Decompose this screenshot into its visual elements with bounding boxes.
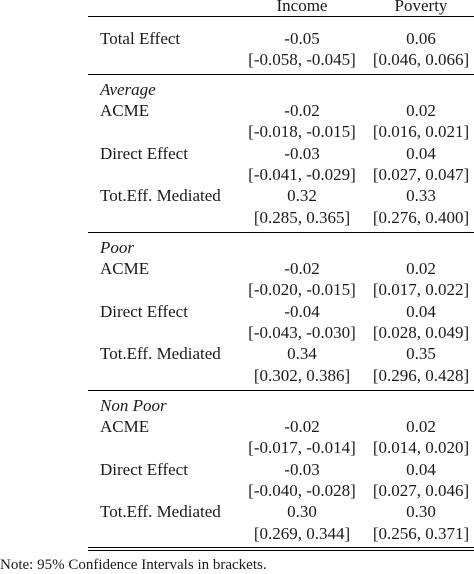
bottom-rule-bottom — [88, 550, 474, 551]
row-label: Tot.Eff. Mediated — [100, 186, 221, 205]
row-label: ACME — [100, 259, 150, 278]
poverty-ci: [0.276, 0.400] — [372, 208, 470, 227]
income-ci: [0.302, 0.386] — [253, 366, 351, 385]
poverty-value: 0.04 — [406, 460, 436, 479]
income-value: -0.02 — [284, 101, 320, 120]
income-value: 0.32 — [287, 186, 317, 205]
income-value: -0.04 — [284, 302, 320, 321]
section-rule — [88, 232, 474, 233]
poverty-value: 0.04 — [406, 144, 436, 163]
row-label: Tot.Eff. Mediated — [100, 344, 221, 363]
income-value: 0.34 — [287, 344, 317, 363]
income-value: 0.30 — [287, 502, 317, 521]
income-ci: [-0.020, -0.015] — [248, 280, 356, 299]
poverty-value: 0.02 — [406, 417, 436, 436]
total-poverty-value: 0.06 — [406, 29, 436, 48]
total-income-ci: [-0.058, -0.045] — [248, 50, 356, 69]
poverty-ci: [0.016, 0.021] — [372, 122, 470, 141]
poverty-value: 0.04 — [406, 302, 436, 321]
header-income: Income — [276, 0, 328, 15]
income-value: -0.03 — [284, 144, 320, 163]
income-ci: [-0.040, -0.028] — [248, 481, 356, 500]
total-poverty-ci: [0.046, 0.066] — [372, 50, 470, 69]
row-label: ACME — [100, 417, 150, 436]
poverty-value: 0.30 — [406, 502, 436, 521]
table-note: Note: 95% Confidence Intervals in bracke… — [0, 557, 267, 573]
income-ci: [-0.017, -0.014] — [248, 438, 356, 457]
poverty-value: 0.33 — [406, 186, 436, 205]
total-income-value: -0.05 — [284, 29, 320, 48]
income-value: -0.02 — [284, 417, 320, 436]
group-title-poor: Poor — [100, 238, 134, 257]
group-title-non-poor: Non Poor — [100, 396, 167, 415]
row-label: Direct Effect — [100, 144, 188, 163]
total-effect-label: Total Effect — [100, 29, 181, 48]
income-ci: [0.285, 0.365] — [253, 208, 351, 227]
poverty-ci: [0.017, 0.022] — [372, 280, 470, 299]
poverty-ci: [0.027, 0.046] — [372, 481, 470, 500]
row-label: ACME — [100, 101, 150, 120]
poverty-ci: [0.028, 0.049] — [372, 323, 470, 342]
poverty-ci: [0.256, 0.371] — [372, 524, 470, 543]
row-label: Tot.Eff. Mediated — [100, 502, 221, 521]
income-value: -0.03 — [284, 460, 320, 479]
poverty-value: 0.02 — [406, 259, 436, 278]
poverty-ci: [0.296, 0.428] — [372, 366, 470, 385]
row-label: Direct Effect — [100, 302, 188, 321]
header-rule — [88, 16, 474, 17]
group-title-average: Average — [100, 80, 156, 99]
header-poverty: Poverty — [394, 0, 448, 15]
income-value: -0.02 — [284, 259, 320, 278]
bottom-rule-top — [88, 547, 474, 548]
section-rule — [88, 390, 474, 391]
income-ci: [-0.043, -0.030] — [248, 323, 356, 342]
section-rule — [88, 74, 474, 75]
poverty-ci: [0.027, 0.047] — [372, 165, 470, 184]
income-ci: [-0.018, -0.015] — [248, 122, 356, 141]
row-label: Direct Effect — [100, 460, 188, 479]
poverty-ci: [0.014, 0.020] — [372, 438, 470, 457]
poverty-value: 0.35 — [406, 344, 436, 363]
income-ci: [-0.041, -0.029] — [248, 165, 356, 184]
income-ci: [0.269, 0.344] — [253, 524, 351, 543]
poverty-value: 0.02 — [406, 101, 436, 120]
